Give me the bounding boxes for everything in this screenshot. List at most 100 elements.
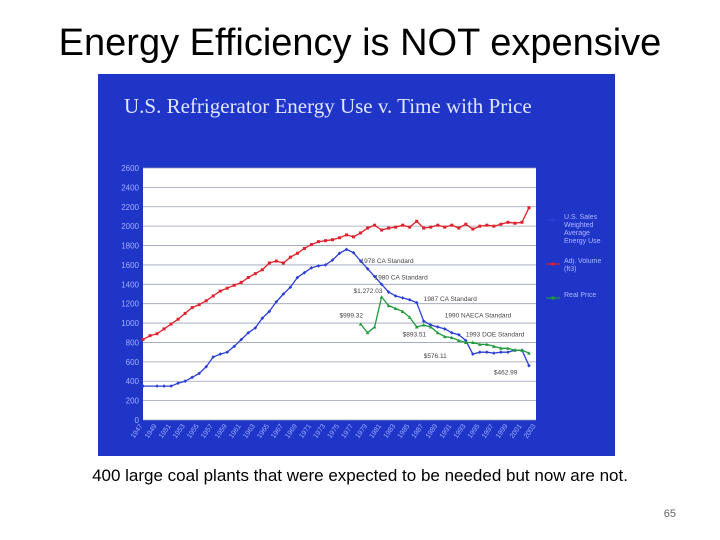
series-layer bbox=[141, 206, 531, 388]
data-point bbox=[183, 379, 187, 384]
data-point bbox=[393, 306, 398, 311]
legend-label: Adj. Volume (ft3) bbox=[564, 258, 602, 273]
data-point bbox=[471, 352, 475, 356]
slide-caption: 400 large coal plants that were expected… bbox=[92, 466, 628, 485]
data-point bbox=[520, 220, 524, 224]
data-point bbox=[429, 225, 433, 229]
data-point bbox=[295, 251, 299, 255]
data-point bbox=[337, 251, 342, 256]
x-tick-label: 1999 bbox=[495, 423, 510, 440]
x-tick-label: 1951 bbox=[158, 423, 173, 440]
data-point bbox=[386, 290, 391, 294]
annotation-label: $893.51 bbox=[403, 332, 427, 339]
data-point bbox=[267, 261, 271, 265]
data-point bbox=[435, 330, 440, 335]
x-tick-label: 1977 bbox=[341, 423, 356, 440]
data-point bbox=[394, 225, 398, 229]
annotation-label: $576.11 bbox=[424, 353, 447, 360]
x-tick-label: 1949 bbox=[144, 423, 159, 440]
x-tick-label: 1947 bbox=[130, 423, 145, 440]
data-point bbox=[309, 266, 314, 270]
y-tick-label: 1600 bbox=[121, 261, 139, 270]
data-point bbox=[372, 325, 377, 329]
data-point bbox=[471, 227, 475, 231]
y-tick-label: 800 bbox=[126, 338, 140, 347]
y-tick-label: 400 bbox=[126, 377, 140, 386]
y-tick-label: 600 bbox=[126, 358, 140, 367]
data-point bbox=[218, 289, 222, 293]
data-point bbox=[204, 299, 208, 303]
data-point bbox=[232, 344, 237, 349]
annotation-label: 1978 CA Standard bbox=[361, 258, 415, 265]
data-point bbox=[414, 325, 419, 329]
data-point bbox=[464, 340, 468, 344]
data-point bbox=[197, 371, 201, 376]
data-point bbox=[190, 306, 194, 310]
x-tick-label: 1965 bbox=[256, 423, 271, 440]
data-point bbox=[345, 233, 349, 237]
x-tick-label: 1983 bbox=[383, 423, 398, 440]
x-tick-label: 2003 bbox=[523, 423, 538, 440]
data-point bbox=[288, 285, 293, 290]
data-point bbox=[338, 236, 341, 240]
x-tick-label: 1973 bbox=[312, 423, 327, 440]
x-tick-label: 1979 bbox=[355, 423, 370, 440]
data-point bbox=[499, 346, 503, 350]
data-point bbox=[260, 316, 265, 321]
data-point bbox=[401, 223, 405, 227]
data-point bbox=[316, 264, 321, 268]
data-point bbox=[225, 286, 229, 290]
data-point bbox=[366, 226, 370, 230]
data-point bbox=[449, 330, 454, 335]
y-tick-label: 1000 bbox=[121, 319, 139, 328]
data-point bbox=[499, 350, 503, 354]
data-point bbox=[309, 243, 313, 247]
x-tick-label: 1993 bbox=[453, 423, 468, 440]
data-point bbox=[274, 259, 278, 263]
data-point bbox=[464, 338, 468, 343]
slide-title: Energy Efficiency is NOT expensive bbox=[58, 22, 662, 64]
data-point bbox=[169, 322, 173, 326]
y-tick-label: 1400 bbox=[121, 280, 139, 289]
x-tick-label: 1987 bbox=[411, 423, 426, 440]
annotation-label: 1980 CA Standard bbox=[375, 274, 429, 281]
data-point bbox=[478, 350, 482, 354]
data-point bbox=[330, 258, 335, 262]
data-point bbox=[457, 226, 461, 230]
y-axis-ticks: 0 200 400 600 800 1000 1200 1400 1600 1800 2000 220… bbox=[121, 164, 139, 425]
grid bbox=[143, 167, 536, 421]
data-point bbox=[478, 224, 482, 228]
legend-marker bbox=[551, 296, 555, 300]
data-point bbox=[365, 267, 370, 271]
x-tick-label: 1961 bbox=[228, 423, 243, 440]
page-number: 65 bbox=[663, 508, 676, 520]
data-point bbox=[302, 270, 307, 275]
data-point bbox=[359, 231, 363, 235]
data-point bbox=[527, 351, 531, 355]
data-point bbox=[400, 309, 405, 313]
data-point bbox=[162, 327, 166, 331]
annotation-label: $999.32 bbox=[340, 312, 364, 319]
data-point bbox=[141, 338, 145, 342]
data-point bbox=[239, 337, 244, 342]
data-point bbox=[421, 323, 426, 327]
data-point bbox=[415, 219, 419, 223]
data-point bbox=[506, 350, 510, 354]
x-tick-label: 1963 bbox=[242, 423, 257, 440]
data-point bbox=[232, 283, 236, 287]
data-point bbox=[428, 325, 433, 329]
data-point bbox=[408, 225, 412, 229]
x-tick-label: 1953 bbox=[172, 423, 187, 440]
data-point bbox=[211, 294, 215, 298]
x-tick-label: 1967 bbox=[270, 423, 285, 440]
data-point bbox=[506, 220, 510, 224]
data-point bbox=[281, 261, 285, 265]
data-point bbox=[281, 292, 286, 296]
data-point bbox=[148, 334, 152, 338]
annotation-label: $462.99 bbox=[494, 369, 518, 376]
data-point bbox=[492, 224, 496, 228]
data-point bbox=[400, 296, 405, 300]
data-point bbox=[190, 375, 194, 380]
data-point bbox=[386, 303, 391, 308]
data-point bbox=[358, 322, 363, 326]
